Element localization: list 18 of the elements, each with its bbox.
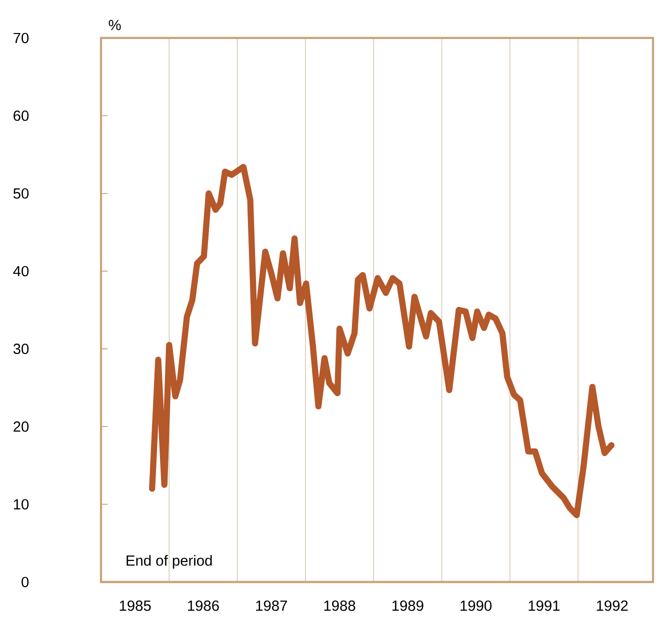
y-tick-label: 10 <box>14 499 29 510</box>
x-tick-label: 1986 <box>188 600 219 611</box>
y-tick-label: 70 <box>14 32 29 44</box>
y-tick-label: 60 <box>14 110 29 121</box>
x-tick-label: 1991 <box>528 600 560 611</box>
x-tick-label: 1988 <box>324 600 356 611</box>
x-tick-label: 1985 <box>120 600 151 611</box>
y-tick-label: 0 <box>22 576 29 588</box>
y-axis-title: % <box>108 20 121 30</box>
x-tick-label: 1990 <box>460 600 492 611</box>
annotation: End of period <box>126 555 212 569</box>
y-tick-label: 20 <box>14 421 29 432</box>
y-tick-label: 40 <box>13 266 29 276</box>
y-tick-label: 50 <box>13 188 29 199</box>
x-tick-label: 1992 <box>596 600 628 611</box>
x-tick-label: 1989 <box>392 600 424 611</box>
x-tick-label: 1987 <box>256 600 287 611</box>
y-tick-label: 30 <box>13 344 29 354</box>
